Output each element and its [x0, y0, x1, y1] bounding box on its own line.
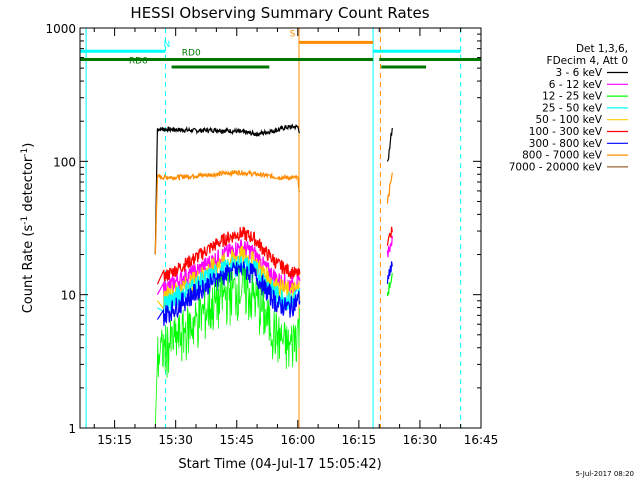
series-line-1 [154, 169, 301, 255]
y-tick-label-1: 10 [61, 289, 76, 303]
legend-header-1: FDecim 4, Att 0 [547, 55, 628, 67]
y-label-part2: detector [21, 156, 36, 216]
legend-label-1: 6 - 12 keV [549, 79, 603, 91]
series-line-7 [154, 267, 300, 429]
y-label-part1: Count Rate (s [21, 225, 36, 314]
flag-label-2: RD0 [182, 49, 201, 59]
x-tick-label-4: 16:15 [342, 433, 377, 447]
y-axis: 1 10 100 1000 [45, 22, 481, 436]
late-segment-5 [386, 272, 393, 297]
legend-header-0: Det 1,3,6, [576, 43, 628, 55]
plot-frame [79, 27, 482, 429]
legend-label-2: 12 - 25 keV [542, 91, 603, 103]
late-segment-3 [386, 235, 393, 258]
y-tick-label-3: 1000 [45, 22, 76, 36]
chart-title: HESSI Observing Summary Count Rates [130, 4, 429, 22]
x-axis-label: Start Time (04-Jul-17 15:05:42) [178, 457, 381, 472]
y-tick-label-2: 100 [53, 155, 76, 169]
x-tick-label-1: 15:30 [158, 433, 193, 447]
flag-label-0: N [163, 40, 170, 50]
legend-label-5: 100 - 300 keV [529, 126, 603, 138]
late-segment-4 [386, 261, 393, 284]
series-line-0 [154, 123, 301, 255]
series-line-2 [156, 225, 301, 285]
series-line-6 [156, 261, 301, 326]
legend-label-0: 3 - 6 keV [555, 67, 602, 79]
x-axis: 15:15 15:30 15:45 16:00 16:15 16:30 16:45 [93, 28, 499, 447]
y-label-part3: ) [21, 143, 36, 148]
legend-label-6: 300 - 800 keV [529, 138, 603, 150]
legend-label-8: 7000 - 20000 keV [509, 161, 603, 173]
late-segment-0 [386, 127, 393, 162]
footer-timestamp: 5-Jul-2017 08:20 [575, 470, 634, 478]
flag-label-1: S [290, 30, 296, 40]
y-tick-label-0: 1 [68, 422, 76, 436]
y-label-sup2: -1 [20, 148, 30, 157]
y-axis-label: Count Rate (s-1 detector-1) [20, 143, 36, 314]
plot-area: N S RD0 RD6 [80, 28, 481, 429]
x-tick-label-3: 16:00 [281, 433, 316, 447]
legend-label-7: 800 - 7000 keV [522, 150, 603, 162]
x-tick-label-2: 15:45 [219, 433, 254, 447]
flag-label-3: RD6 [129, 57, 148, 67]
x-tick-label-0: 15:15 [97, 433, 132, 447]
y-label-sup1: -1 [20, 216, 30, 225]
late-segment-1 [386, 172, 393, 204]
late-segment-2 [386, 226, 393, 246]
legend-label-3: 25 - 50 keV [542, 102, 603, 114]
legend-label-4: 50 - 100 keV [535, 114, 602, 126]
x-tick-label-6: 16:45 [464, 433, 499, 447]
x-tick-label-5: 16:30 [403, 433, 438, 447]
